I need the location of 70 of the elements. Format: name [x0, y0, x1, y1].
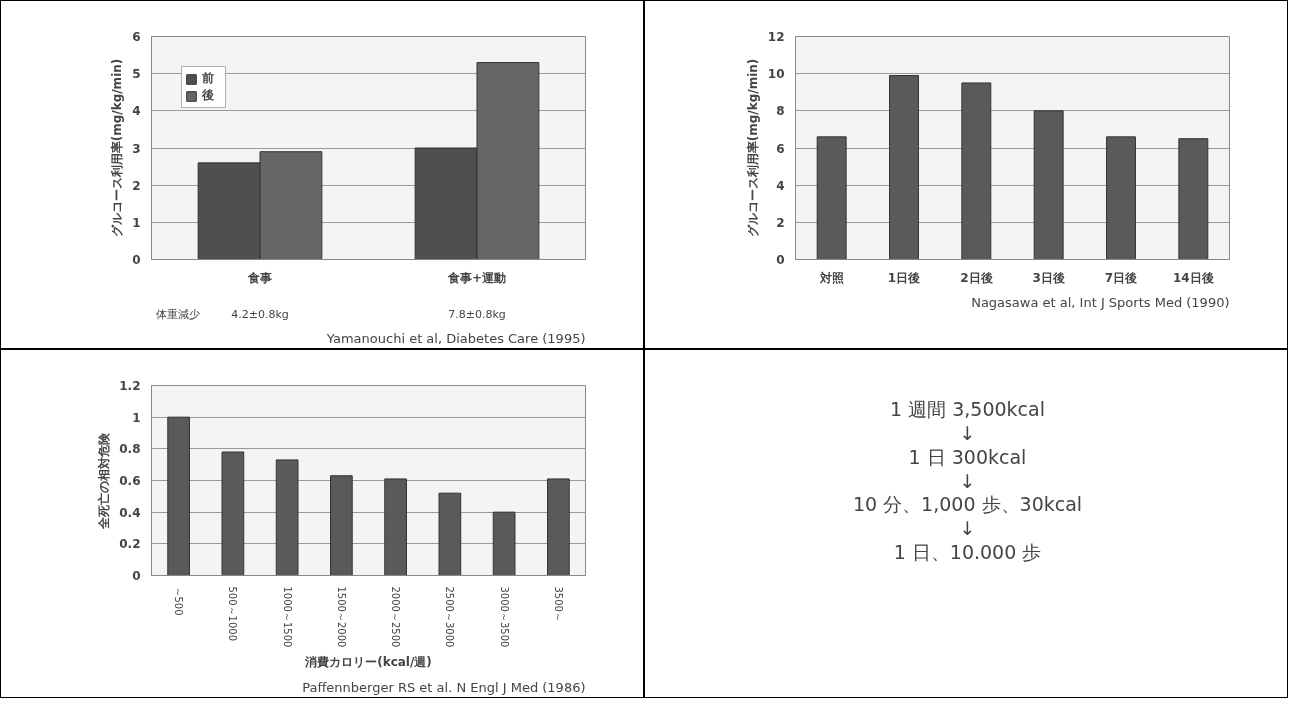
- text: 体重減少: [155, 307, 200, 321]
- text: Paffennberger RS et al. N Engl J Med (1986): [302, 679, 586, 695]
- y-tick-label: 1: [132, 215, 141, 230]
- bar: [1033, 110, 1064, 260]
- y-tick-label: 8: [776, 104, 785, 119]
- bar: [384, 478, 407, 576]
- text: 1 日 300kcal: [908, 445, 1027, 468]
- y-tick-label: 6: [132, 30, 141, 44]
- x-tick-label: 3500～: [552, 586, 564, 622]
- y-axis-title: グルコース利用率(mg/kg/min): [745, 58, 760, 238]
- x-tick-label: 14日後: [1172, 270, 1214, 285]
- y-tick-label: 5: [132, 67, 141, 82]
- x-tick-label: 1500～2000: [335, 586, 347, 648]
- y-tick-label: 0: [132, 253, 141, 267]
- y-tick-label: 2: [776, 215, 785, 230]
- text: ↓: [959, 517, 976, 539]
- bar: [330, 475, 353, 576]
- y-tick-label: 1.2: [119, 379, 141, 393]
- y-tick-label: 0: [776, 253, 785, 267]
- bar: [492, 511, 516, 576]
- x-tick-label: 7日後: [1104, 270, 1138, 285]
- x-tick-label: 1000～1500: [281, 586, 293, 648]
- y-axis-title: グルコース利用率(mg/kg/min): [110, 58, 125, 238]
- legend-label: 前: [202, 70, 215, 87]
- y-tick-label: 12: [767, 30, 785, 44]
- text: Yamanouchi et al, Diabetes Care (1995): [325, 330, 586, 346]
- y-axis-title: 全死亡の相対危険: [97, 431, 112, 530]
- x-tick-label: ～500: [173, 586, 185, 616]
- y-tick-label: 10: [767, 67, 785, 82]
- text: 10 分、1,000 歩、30kcal: [852, 493, 1083, 516]
- y-tick-label: 6: [776, 141, 785, 156]
- x-axis-title: 消費カロリー(kcal/週): [304, 655, 432, 670]
- x-tick-label: 3000～3500: [498, 586, 510, 648]
- x-tick-label: 食事: [247, 270, 272, 285]
- y-tick-label: 1: [132, 410, 141, 425]
- y-tick-label: 0.2: [119, 537, 141, 552]
- x-tick-label: 500～1000: [227, 586, 239, 642]
- x-tick-label: 3日後: [1032, 270, 1065, 285]
- text: 1 日、10.000 歩: [893, 540, 1042, 563]
- y-tick-label: 4: [132, 104, 141, 119]
- legend-label: 後: [202, 87, 215, 104]
- text: Nagasawa et al, Int J Sports Med (1990): [971, 294, 1230, 310]
- x-tick-label: 2500～3000: [444, 586, 456, 648]
- x-tick-label: 2000～2500: [390, 586, 402, 648]
- bar: [961, 82, 992, 260]
- y-tick-label: 0.4: [119, 505, 141, 520]
- x-tick-label: 食事+運動: [446, 270, 507, 285]
- bar: [438, 492, 462, 576]
- text: 1 週間 3,500kcal: [890, 398, 1045, 421]
- x-tick-label: 1日後: [887, 270, 921, 285]
- text: 7.8±0.8kg: [448, 307, 506, 321]
- bar: [221, 451, 245, 576]
- text: 4.2±0.8kg: [231, 307, 289, 321]
- y-tick-label: 0: [132, 569, 141, 583]
- y-tick-label: 3: [132, 141, 141, 156]
- y-tick-label: 2: [132, 178, 141, 193]
- bar: [1178, 138, 1209, 260]
- bar: [1106, 136, 1136, 260]
- bar: [275, 459, 299, 576]
- bar: [816, 136, 847, 260]
- bar: [889, 75, 919, 260]
- text: ↓: [959, 469, 976, 492]
- y-tick-label: 0.6: [119, 474, 141, 488]
- y-tick-label: 4: [776, 178, 785, 193]
- x-tick-label: 2日後: [960, 270, 993, 285]
- y-tick-label: 0.8: [119, 442, 141, 457]
- bar: [547, 478, 570, 576]
- text: ↓: [959, 422, 976, 444]
- x-tick-label: 対照: [818, 270, 844, 285]
- bar: [167, 416, 190, 576]
